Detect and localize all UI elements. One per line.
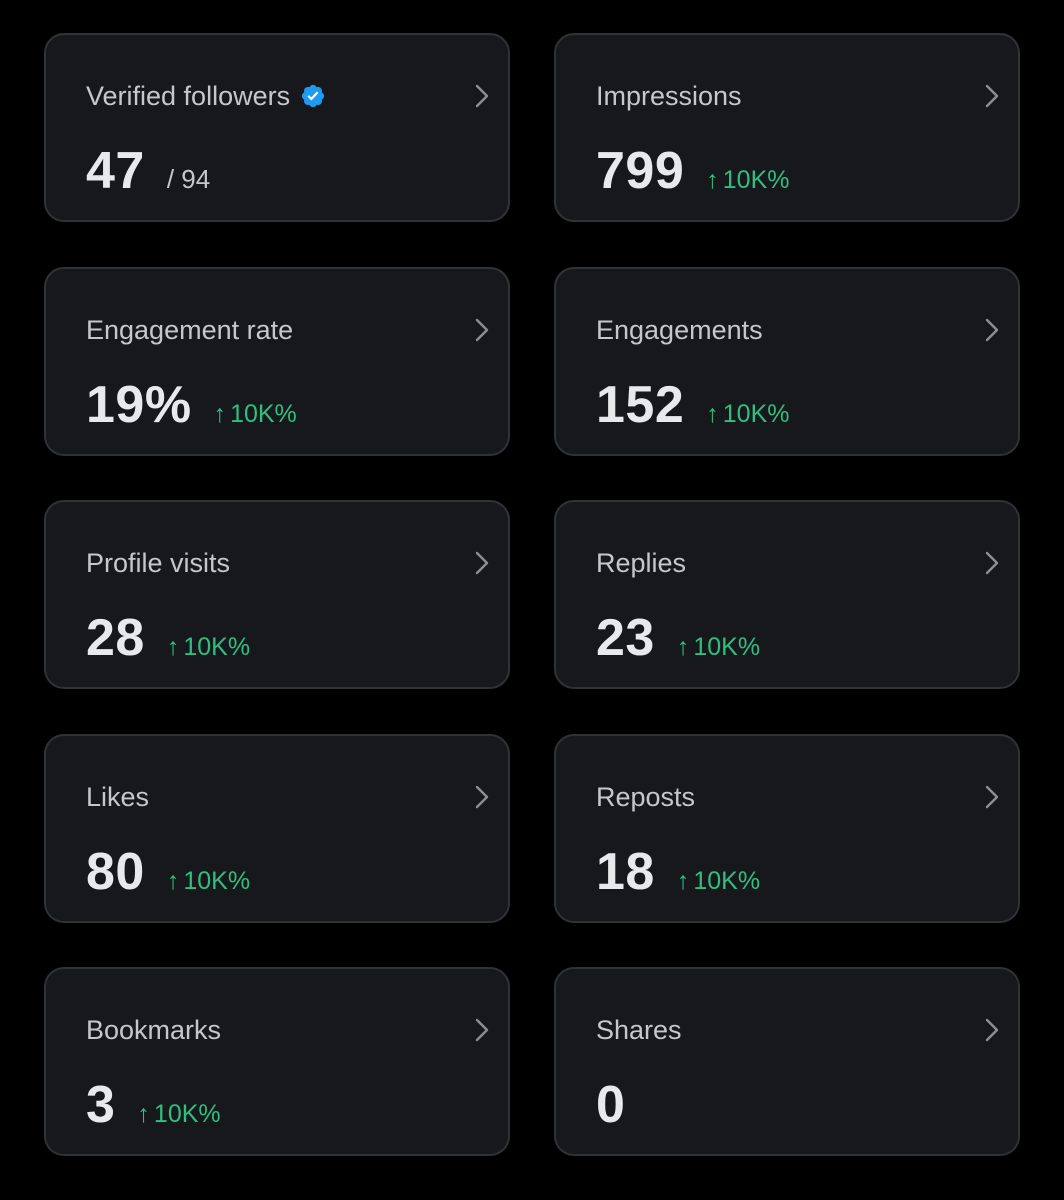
- metric-title-label: Verified followers: [86, 81, 291, 111]
- metric-title: Engagement rate: [86, 313, 293, 347]
- metric-change-value: 10K%: [183, 867, 251, 895]
- arrow-up-icon: ↑: [137, 1100, 150, 1128]
- metric-title-label: Engagement rate: [86, 315, 294, 345]
- metric-change-value: 10K%: [722, 400, 790, 428]
- metric-change: ↑ 10K%: [677, 633, 760, 662]
- metric-card-replies[interactable]: Replies 23 ↑ 10K%: [554, 500, 1020, 689]
- verified-badge-icon: [302, 84, 325, 108]
- arrow-up-icon: ↑: [213, 400, 227, 428]
- metric-value-row: 0: [596, 1073, 625, 1137]
- arrow-up-icon: ↑: [706, 166, 719, 194]
- metric-change-value: 10K%: [693, 633, 761, 661]
- metric-title: Impressions: [596, 79, 742, 113]
- metric-title-label: Replies: [596, 548, 687, 578]
- metric-title: Bookmarks: [86, 1013, 221, 1047]
- metric-card-verified-followers[interactable]: Verified followers 47 / 94: [44, 33, 510, 222]
- metric-change-value: 10K%: [230, 400, 297, 428]
- metric-value-row: 799 ↑ 10K%: [596, 139, 789, 203]
- arrow-up-icon: ↑: [166, 633, 180, 661]
- metric-change: ↑ 10K%: [706, 166, 789, 195]
- metric-change: ↑ 10K%: [706, 400, 789, 429]
- chevron-right-icon: [985, 318, 999, 342]
- metric-card-likes[interactable]: Likes 80 ↑ 10K%: [44, 734, 510, 923]
- metric-value: 799: [596, 142, 685, 200]
- chevron-right-icon: [475, 318, 489, 342]
- metric-title: Verified followers: [86, 79, 326, 113]
- metric-title-label: Reposts: [596, 782, 696, 812]
- metric-change: ↑ 10K%: [167, 633, 250, 662]
- metric-card-profile-visits[interactable]: Profile visits 28 ↑ 10K%: [44, 500, 510, 689]
- chevron-right-icon: [985, 1018, 999, 1042]
- metric-value: 0: [596, 1076, 626, 1134]
- metric-card-reposts[interactable]: Reposts 18 ↑ 10K%: [554, 734, 1020, 923]
- metric-change: ↑ 10K%: [214, 400, 297, 429]
- metric-title: Likes: [86, 780, 149, 814]
- chevron-right-icon: [985, 84, 999, 108]
- metric-card-impressions[interactable]: Impressions 799 ↑ 10K%: [554, 33, 1020, 222]
- metric-change: ↑ 10K%: [137, 1100, 220, 1129]
- metric-title-label: Engagements: [596, 315, 763, 345]
- arrow-up-icon: ↑: [676, 867, 690, 895]
- chevron-right-icon: [475, 84, 489, 108]
- metric-value: 23: [596, 609, 655, 667]
- metric-change-value: 10K%: [693, 867, 761, 895]
- metric-title-label: Likes: [86, 782, 150, 812]
- metric-card-bookmarks[interactable]: Bookmarks 3 ↑ 10K%: [44, 967, 510, 1156]
- chevron-right-icon: [475, 551, 489, 575]
- metric-title: Replies: [596, 546, 686, 580]
- metric-title-label: Shares: [596, 1015, 682, 1045]
- metric-value-row: 18 ↑ 10K%: [596, 840, 760, 904]
- chevron-right-icon: [985, 785, 999, 809]
- chevron-right-icon: [985, 551, 999, 575]
- metric-change: ↑ 10K%: [677, 867, 760, 896]
- arrow-up-icon: ↑: [166, 867, 180, 895]
- metric-value-row: 47 / 94: [86, 139, 210, 203]
- metric-value: 19%: [86, 376, 192, 434]
- metric-value: 152: [596, 376, 685, 434]
- metric-value: 47: [86, 142, 145, 200]
- arrow-up-icon: ↑: [676, 633, 690, 661]
- chevron-right-icon: [475, 785, 489, 809]
- arrow-up-icon: ↑: [706, 400, 719, 428]
- metric-value: 3: [86, 1076, 116, 1134]
- metric-value-row: 80 ↑ 10K%: [86, 840, 250, 904]
- metric-value-row: 28 ↑ 10K%: [86, 606, 250, 670]
- metric-change-value: 10K%: [153, 1100, 221, 1128]
- metric-change-value: 10K%: [183, 633, 251, 661]
- metric-total: / 94: [166, 164, 211, 194]
- metric-change-value: 10K%: [722, 166, 790, 194]
- metric-title: Profile visits: [86, 546, 230, 580]
- metric-card-engagements[interactable]: Engagements 152 ↑ 10K%: [554, 267, 1020, 456]
- chevron-right-icon: [475, 1018, 489, 1042]
- metric-title-label: Impressions: [596, 81, 742, 111]
- metric-value-row: 23 ↑ 10K%: [596, 606, 760, 670]
- metric-title-label: Bookmarks: [86, 1015, 222, 1045]
- metric-card-shares[interactable]: Shares 0: [554, 967, 1020, 1156]
- metric-value-row: 152 ↑ 10K%: [596, 373, 789, 437]
- metric-title: Engagements: [596, 313, 763, 347]
- metric-change: ↑ 10K%: [167, 867, 250, 896]
- metric-value: 18: [596, 843, 655, 901]
- metric-value-row: 3 ↑ 10K%: [86, 1073, 221, 1137]
- metric-value: 80: [86, 843, 145, 901]
- metric-title: Reposts: [596, 780, 695, 814]
- metric-card-engagement-rate[interactable]: Engagement rate 19% ↑ 10K%: [44, 267, 510, 456]
- metric-title: Shares: [596, 1013, 682, 1047]
- metric-title-label: Profile visits: [86, 548, 231, 578]
- metric-value: 28: [86, 609, 145, 667]
- metric-value-row: 19% ↑ 10K%: [86, 373, 297, 437]
